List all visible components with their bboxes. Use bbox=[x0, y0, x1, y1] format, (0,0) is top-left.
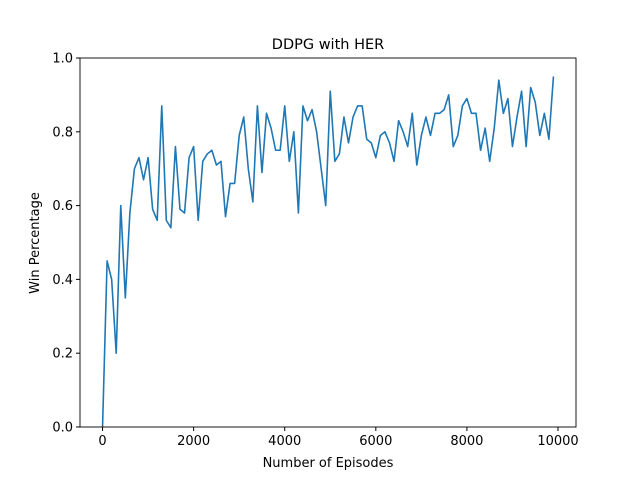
y-tick-label: 0.0 bbox=[52, 421, 73, 436]
y-tick-label: 1.0 bbox=[52, 52, 73, 67]
x-tick-label: 2000 bbox=[177, 434, 210, 449]
y-tick-label: 0.8 bbox=[52, 125, 73, 140]
y-tick-label: 0.2 bbox=[52, 347, 73, 362]
x-axis-label: Number of Episodes bbox=[263, 456, 394, 471]
x-tick-label: 8000 bbox=[450, 434, 483, 449]
y-tick-label: 0.4 bbox=[52, 273, 73, 288]
y-axis-label: Win Percentage bbox=[28, 192, 43, 294]
x-tick-label: 6000 bbox=[359, 434, 392, 449]
x-tick-label: 4000 bbox=[268, 434, 301, 449]
y-tick-label: 0.6 bbox=[52, 199, 73, 214]
line-series bbox=[101, 76, 555, 428]
chart-title: DDPG with HER bbox=[272, 37, 384, 53]
x-tick-label: 10000 bbox=[537, 434, 578, 449]
plot-frame bbox=[79, 57, 577, 428]
x-tick-label: 0 bbox=[98, 434, 106, 449]
